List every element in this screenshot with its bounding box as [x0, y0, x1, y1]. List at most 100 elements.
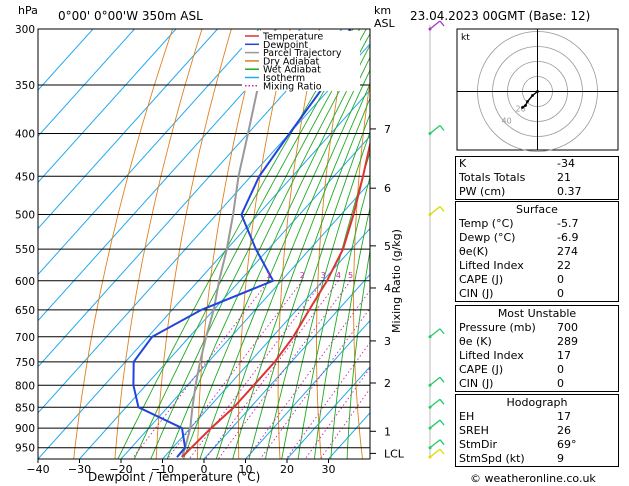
mixing-ratio-line [205, 280, 339, 459]
hodo-row: EH 17 [459, 410, 571, 423]
mixing-ratio-line [131, 280, 270, 459]
pressure-tick-label: 700 [15, 332, 35, 344]
wet-adiabat-line [297, 150, 370, 459]
km-tick-label: 6 [384, 182, 391, 195]
wind-barb-flag [439, 376, 445, 383]
wind-barb [429, 124, 441, 135]
pressure-tick-label: 600 [15, 276, 35, 288]
wind-barb-point [428, 213, 432, 217]
hodograph-table-title: Hodograph [506, 396, 568, 409]
km-tick-label: 7 [384, 123, 391, 136]
mu-row: Pressure (mb) 700 [459, 321, 578, 334]
pressure-tick-label: 900 [15, 423, 35, 435]
wind-barb-point [428, 405, 432, 409]
pressure-tick-label: 750 [15, 357, 35, 369]
wind-barb-flag [439, 419, 445, 426]
dry-adiabat-line [277, 29, 321, 459]
surface-row: θe(K) 274 [459, 245, 578, 258]
index-row-totals: Totals Totals 21 [459, 171, 571, 184]
temp-tick-label: −20 [109, 463, 132, 476]
series-parcel-trajectory [181, 29, 277, 458]
legend-label: Mixing Ratio [263, 81, 322, 92]
temp-tick-label: 0 [201, 463, 208, 476]
wind-barb-flag [439, 439, 445, 446]
wind-barb-point [428, 426, 432, 430]
wind-barb [429, 376, 441, 386]
legend-label: Wet Adiabat [263, 65, 321, 76]
temp-tick-label: 30 [322, 463, 336, 476]
surface-row: CAPE (J) 0 [459, 273, 564, 286]
isotherm-line [38, 29, 218, 230]
dry-adiabat-line [155, 29, 232, 459]
km-tick-label: 4 [384, 282, 391, 295]
hodograph-point [531, 94, 534, 97]
surface-title: Surface [516, 203, 558, 216]
hodograph-point [521, 106, 524, 109]
mixing-ratio-line [304, 367, 370, 459]
isotherm-line [38, 29, 301, 322]
dry-adiabat-line [114, 29, 203, 459]
surface-row: CIN (J) 0 [459, 287, 564, 300]
mu-row: CIN (J) 0 [459, 377, 564, 390]
wind-barb-flag [439, 448, 445, 455]
km-tick-label: 5 [384, 240, 391, 253]
hodograph-point [526, 100, 529, 103]
temp-tick-label: 20 [280, 463, 294, 476]
most-unstable-table: Most Unstable Pressure (mb) 700 θe (K) 289… [455, 305, 619, 392]
series-dewpoint [132, 29, 352, 458]
wind-barb [429, 398, 441, 408]
wind-barb [429, 20, 441, 30]
pressure-tick-label: 850 [15, 402, 35, 414]
temp-tick-label: −10 [151, 463, 174, 476]
wet-adiabat-line [117, 29, 354, 459]
isotherm-line [162, 227, 370, 459]
mu-row: Lifted Index 17 [459, 349, 571, 362]
wind-barb [429, 439, 441, 449]
mixing-ratio-tick-label: 1 [266, 271, 271, 280]
hodo-row: SREH 26 [459, 424, 571, 437]
mixing-ratio-tick-label: 5 [348, 271, 353, 280]
wet-adiabat-line [248, 97, 370, 459]
pressure-tick-label: 800 [15, 380, 35, 392]
wind-barb-point [428, 27, 432, 31]
legend-label: Parcel Trajectory [263, 48, 342, 59]
surface-table: Surface Temp (°C) -5.7 Dewp (°C) -6.9 θe(K… [455, 201, 619, 302]
hodograph-point [524, 104, 527, 107]
index-row-pw: PW (cm) 0.37 [459, 185, 582, 198]
datetime-title: 23.04.2023 00GMT (Base: 12) [410, 9, 591, 23]
wind-barb-point [428, 335, 432, 339]
dry-adiabat-line [197, 29, 262, 459]
pressure-tick-label: 650 [15, 305, 35, 317]
hodograph-point [536, 90, 539, 93]
km-tick-label: 3 [384, 335, 391, 348]
mu-row: CAPE (J) 0 [459, 363, 564, 376]
temp-tick-label: −40 [26, 463, 49, 476]
legend-label: Temperature [262, 32, 323, 43]
wind-barb [429, 328, 441, 338]
plot-area [38, 29, 370, 459]
mixing-ratio-tick-label: 3 [321, 271, 326, 280]
wind-barb-flag [439, 206, 445, 212]
isotherm-line [38, 29, 260, 276]
wet-adiabat-line [346, 248, 370, 459]
surface-row: Temp (°C) -5.7 [459, 217, 579, 230]
isotherm-line [38, 89, 370, 459]
indices-table: K -34 Totals Totals 21 PW (cm) 0.37 [455, 156, 619, 200]
mixing-ratio-line [319, 387, 370, 459]
pressure-tick-label: 350 [15, 80, 35, 92]
wet-adiabat-line [150, 29, 367, 459]
surface-row: Lifted Index 22 [459, 259, 571, 272]
isotherm-line [38, 29, 343, 368]
isotherm-line [38, 29, 177, 184]
wet-adiabat-line [166, 32, 370, 459]
wet-adiabat-line [232, 82, 370, 459]
wet-adiabat-line [313, 175, 370, 459]
wind-barb-flag [439, 20, 445, 27]
km-tick-label: 1 [384, 425, 391, 438]
legend-label: Isotherm [263, 73, 305, 84]
mixing-ratio-axis-label: Mixing Ratio (g/kg) [389, 229, 403, 333]
surface-row: Dewp (°C) -6.9 [459, 231, 579, 244]
km-label: km [374, 4, 392, 17]
x-axis-label: Dewpoint / Temperature (°C) [88, 470, 261, 484]
